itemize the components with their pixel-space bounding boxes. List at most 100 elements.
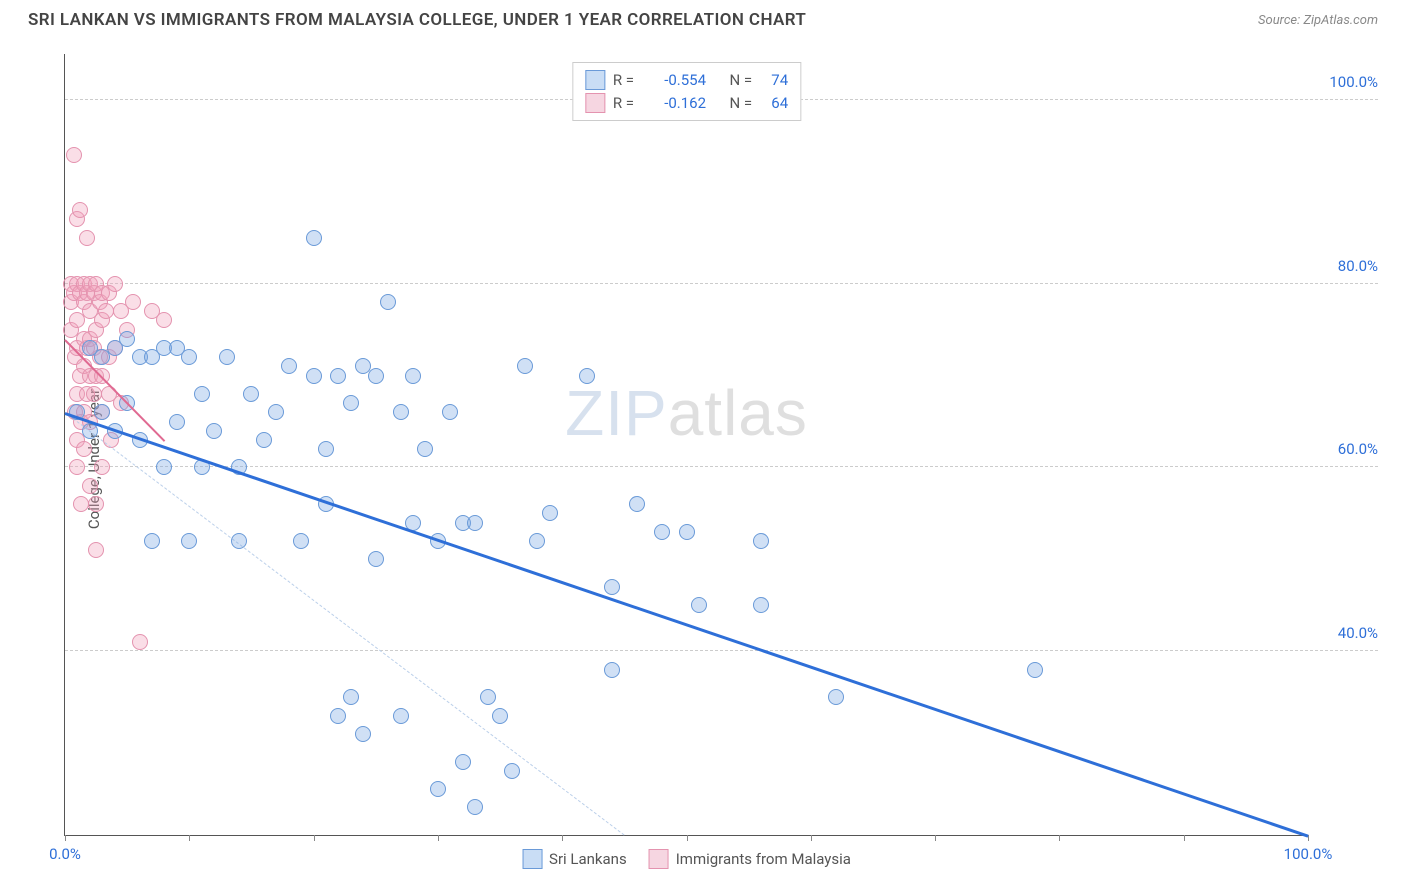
data-point bbox=[94, 404, 110, 420]
data-point bbox=[156, 459, 172, 475]
stats-row: R =-0.554 N =74 bbox=[585, 69, 788, 92]
stats-legend: R =-0.554 N =74R =-0.162 N =64 bbox=[572, 62, 801, 121]
data-point bbox=[194, 386, 210, 402]
legend-label: Sri Lankans bbox=[549, 850, 627, 868]
data-point bbox=[306, 230, 322, 246]
data-point bbox=[405, 368, 421, 384]
data-point bbox=[679, 524, 695, 540]
data-point bbox=[442, 404, 458, 420]
stat-value-r: -0.554 bbox=[642, 69, 706, 92]
x-tick bbox=[1184, 835, 1185, 841]
data-point bbox=[368, 551, 384, 567]
stat-label-n: N = bbox=[730, 92, 753, 115]
y-tick-label: 60.0% bbox=[1316, 440, 1378, 458]
plot-area: ZIPatlas R =-0.554 N =74R =-0.162 N =64 … bbox=[64, 54, 1308, 836]
data-point bbox=[417, 441, 433, 457]
data-point bbox=[144, 533, 160, 549]
data-point bbox=[654, 524, 670, 540]
data-point bbox=[82, 478, 98, 494]
data-point bbox=[79, 230, 95, 246]
data-point bbox=[125, 294, 141, 310]
x-tick bbox=[935, 835, 936, 841]
data-point bbox=[181, 533, 197, 549]
data-point bbox=[72, 202, 88, 218]
data-point bbox=[691, 597, 707, 613]
data-point bbox=[169, 414, 185, 430]
data-point bbox=[430, 781, 446, 797]
x-tick-label: 100.0% bbox=[1284, 845, 1333, 863]
gridline bbox=[65, 466, 1378, 467]
x-tick bbox=[1308, 835, 1309, 841]
x-tick bbox=[562, 835, 563, 841]
data-point bbox=[604, 662, 620, 678]
data-point bbox=[88, 542, 104, 558]
stat-value-n: 64 bbox=[760, 92, 788, 115]
data-point bbox=[529, 533, 545, 549]
stats-row: R = -0.162 N = 64 bbox=[585, 92, 788, 115]
data-point bbox=[98, 303, 114, 319]
data-point bbox=[330, 368, 346, 384]
chart-title: SRI LANKAN VS IMMIGRANTS FROM MALAYSIA C… bbox=[28, 10, 806, 30]
legend-swatch bbox=[649, 849, 669, 869]
legend-item: Sri Lankans bbox=[522, 849, 627, 869]
data-point bbox=[753, 597, 769, 613]
data-point bbox=[243, 386, 259, 402]
data-point bbox=[393, 404, 409, 420]
data-point bbox=[480, 689, 496, 705]
data-point bbox=[86, 386, 102, 402]
watermark-bold: ZIP bbox=[565, 377, 668, 449]
data-point bbox=[206, 423, 222, 439]
data-point bbox=[156, 312, 172, 328]
data-point bbox=[828, 689, 844, 705]
data-point bbox=[69, 459, 85, 475]
x-tick-label: 0.0% bbox=[49, 845, 81, 863]
data-point bbox=[231, 533, 247, 549]
data-point bbox=[368, 368, 384, 384]
data-point bbox=[1027, 662, 1043, 678]
stat-label-r: R = bbox=[613, 92, 634, 115]
gridline bbox=[65, 283, 1378, 284]
data-point bbox=[355, 726, 371, 742]
data-point bbox=[132, 634, 148, 650]
data-point bbox=[467, 799, 483, 815]
source-prefix: Source: bbox=[1258, 13, 1303, 28]
gridline bbox=[65, 650, 1378, 651]
data-point bbox=[380, 294, 396, 310]
x-tick bbox=[1059, 835, 1060, 841]
data-point bbox=[330, 708, 346, 724]
x-tick bbox=[189, 835, 190, 841]
data-point bbox=[256, 432, 272, 448]
data-point bbox=[629, 496, 645, 512]
x-tick bbox=[811, 835, 812, 841]
source-attribution: Source: ZipAtlas.com bbox=[1258, 13, 1378, 28]
x-tick bbox=[65, 835, 66, 841]
trend-line bbox=[65, 412, 1309, 837]
trend-line bbox=[65, 412, 625, 835]
x-tick bbox=[687, 835, 688, 841]
x-tick bbox=[438, 835, 439, 841]
y-tick-label: 100.0% bbox=[1316, 73, 1378, 91]
data-point bbox=[76, 441, 92, 457]
series-legend: Sri LankansImmigrants from Malaysia bbox=[522, 849, 851, 869]
stat-label-n: N = bbox=[730, 69, 753, 92]
data-point bbox=[604, 579, 620, 595]
data-point bbox=[119, 331, 135, 347]
data-point bbox=[504, 763, 520, 779]
data-point bbox=[393, 708, 409, 724]
stat-value-r: -0.162 bbox=[642, 92, 706, 115]
stat-label-r: R = bbox=[613, 69, 634, 92]
data-point bbox=[343, 689, 359, 705]
chart-container: College, Under 1 year ZIPatlas R =-0.554… bbox=[28, 44, 1388, 874]
data-point bbox=[66, 147, 82, 163]
data-point bbox=[94, 459, 110, 475]
data-point bbox=[219, 349, 235, 365]
y-tick-label: 40.0% bbox=[1316, 624, 1378, 642]
watermark-thin: atlas bbox=[668, 377, 808, 449]
data-point bbox=[306, 368, 322, 384]
data-point bbox=[268, 404, 284, 420]
y-tick-label: 80.0% bbox=[1316, 257, 1378, 275]
data-point bbox=[753, 533, 769, 549]
data-point bbox=[88, 496, 104, 512]
data-point bbox=[107, 276, 123, 292]
source-link[interactable]: ZipAtlas.com bbox=[1303, 13, 1378, 28]
